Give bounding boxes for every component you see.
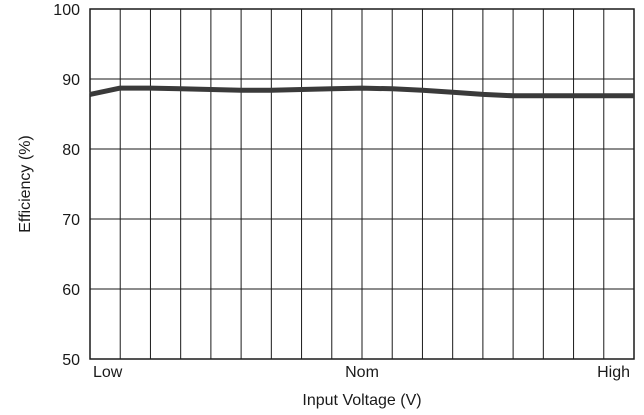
- x-tick-labels: Low Nom High: [93, 364, 630, 381]
- series-line: [89, 85, 634, 99]
- series-layer: [89, 85, 634, 99]
- x-tick-label: Low: [93, 364, 123, 381]
- y-tick-label: 80: [62, 142, 80, 159]
- plot-border: [89, 8, 635, 360]
- x-tick-label: Nom: [345, 364, 379, 381]
- y-tick-label: 90: [62, 72, 80, 89]
- x-axis-title: Input Voltage (V): [302, 392, 421, 409]
- grid-lines: [90, 9, 634, 359]
- y-tick-labels: 50 60 70 80 90 100: [53, 2, 80, 369]
- y-tick-label: 70: [62, 212, 80, 229]
- y-tick-label: 50: [62, 352, 80, 369]
- x-tick-label: High: [597, 364, 630, 381]
- y-tick-label: 60: [62, 282, 80, 299]
- y-axis-title: Efficiency (%): [17, 135, 34, 233]
- y-tick-label: 100: [53, 2, 80, 19]
